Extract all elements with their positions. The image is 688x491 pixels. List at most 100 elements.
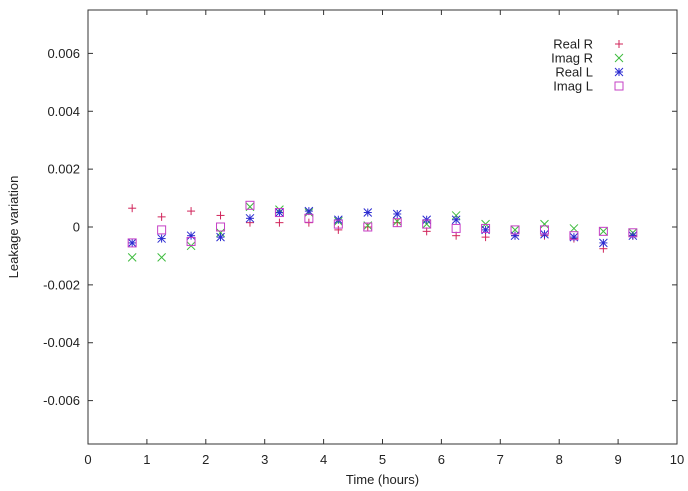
marker-d2 bbox=[157, 234, 166, 243]
marker-box bbox=[216, 222, 226, 232]
data-point bbox=[157, 253, 166, 262]
marker-d2 bbox=[127, 238, 137, 248]
data-point bbox=[599, 238, 608, 248]
data-point bbox=[481, 233, 490, 242]
data-point bbox=[451, 215, 461, 225]
marker-d2 bbox=[304, 206, 314, 216]
data-point bbox=[422, 227, 431, 236]
marker-box bbox=[422, 219, 432, 229]
marker-box bbox=[451, 223, 461, 233]
data-point bbox=[157, 225, 167, 235]
y-tick-label: 0 bbox=[73, 220, 80, 235]
marker-box bbox=[510, 225, 520, 235]
marker-box bbox=[127, 238, 137, 248]
data-points bbox=[127, 200, 638, 262]
legend-marker bbox=[614, 53, 624, 63]
marker-d2 bbox=[569, 224, 579, 233]
legend-item: Real R bbox=[553, 37, 623, 52]
data-point bbox=[392, 209, 402, 219]
marker-d2 bbox=[422, 219, 432, 229]
x-tick-label: 2 bbox=[202, 452, 209, 467]
data-point bbox=[127, 253, 137, 262]
data-point bbox=[569, 224, 579, 233]
legend-label: Real R bbox=[553, 37, 593, 52]
series-imag-l bbox=[127, 200, 638, 248]
x-tick-label: 7 bbox=[497, 452, 504, 467]
data-point bbox=[363, 223, 372, 231]
data-point bbox=[451, 223, 461, 233]
marker-box bbox=[333, 219, 343, 229]
data-point bbox=[216, 228, 225, 238]
y-axis-label: Leakage variation bbox=[6, 176, 21, 279]
legend-item: Imag L bbox=[553, 79, 624, 94]
marker-d2 bbox=[186, 231, 196, 241]
data-point bbox=[599, 226, 608, 236]
x-tick-label: 9 bbox=[614, 452, 621, 467]
marker-d2 bbox=[451, 215, 461, 225]
marker-d2 bbox=[599, 238, 608, 248]
data-point bbox=[157, 212, 166, 221]
series-real-l bbox=[127, 206, 638, 248]
marker-box bbox=[628, 228, 638, 238]
legend-label: Real L bbox=[555, 65, 593, 80]
x-tick-label: 3 bbox=[261, 452, 268, 467]
legend-item: Real L bbox=[555, 65, 624, 80]
y-axis: -0.006 -0.004 -0.002 0 0.002 0.004 0.006 bbox=[43, 46, 677, 408]
marker-d2 bbox=[451, 211, 461, 220]
y-tick-label: -0.002 bbox=[43, 277, 80, 292]
marker-d2 bbox=[157, 253, 166, 262]
legend-marker bbox=[614, 67, 624, 77]
marker-box bbox=[614, 81, 624, 91]
marker-box bbox=[539, 225, 549, 235]
data-point bbox=[451, 211, 461, 220]
data-point bbox=[275, 218, 284, 227]
data-point bbox=[216, 232, 225, 242]
marker-box bbox=[186, 236, 196, 246]
series-imag-r bbox=[127, 202, 638, 262]
marker-box bbox=[157, 225, 167, 235]
x-tick-label: 4 bbox=[320, 452, 327, 467]
data-point bbox=[510, 231, 520, 241]
y-tick-label: 0.006 bbox=[47, 46, 80, 61]
y-tick-label: 0.004 bbox=[47, 104, 80, 119]
data-point bbox=[363, 208, 373, 217]
data-point bbox=[216, 222, 226, 232]
data-point bbox=[127, 238, 137, 248]
data-point bbox=[128, 204, 137, 213]
marker-d2 bbox=[275, 208, 284, 217]
marker-box bbox=[598, 226, 608, 236]
y-tick-label: -0.004 bbox=[43, 335, 80, 350]
legend-item: Imag R bbox=[551, 51, 624, 66]
data-point bbox=[275, 208, 284, 217]
legend-label: Imag R bbox=[551, 51, 593, 66]
x-tick-label: 0 bbox=[84, 452, 91, 467]
marker-d2 bbox=[510, 231, 520, 241]
legend-marker bbox=[614, 81, 624, 91]
x-tick-label: 10 bbox=[670, 452, 684, 467]
marker-box bbox=[245, 200, 255, 210]
data-point bbox=[540, 219, 549, 229]
marker-box bbox=[274, 208, 284, 218]
data-point bbox=[186, 236, 196, 246]
marker-box bbox=[569, 231, 579, 241]
marker-d2 bbox=[392, 209, 402, 219]
data-point bbox=[333, 219, 343, 229]
marker-d2 bbox=[216, 232, 225, 242]
marker-d2 bbox=[540, 219, 549, 229]
marker-box bbox=[304, 213, 314, 223]
marker-d2 bbox=[614, 67, 624, 77]
marker-d2 bbox=[363, 208, 373, 217]
data-point bbox=[422, 219, 432, 229]
data-point bbox=[392, 218, 402, 228]
x-tick-label: 5 bbox=[379, 452, 386, 467]
data-point bbox=[274, 208, 284, 218]
marker-box bbox=[392, 218, 402, 228]
data-point bbox=[422, 219, 432, 229]
data-point bbox=[363, 222, 373, 232]
marker-d2 bbox=[127, 253, 137, 262]
data-point bbox=[245, 200, 255, 210]
data-point bbox=[539, 225, 549, 235]
data-point bbox=[216, 211, 225, 220]
x-tick-label: 8 bbox=[556, 452, 563, 467]
